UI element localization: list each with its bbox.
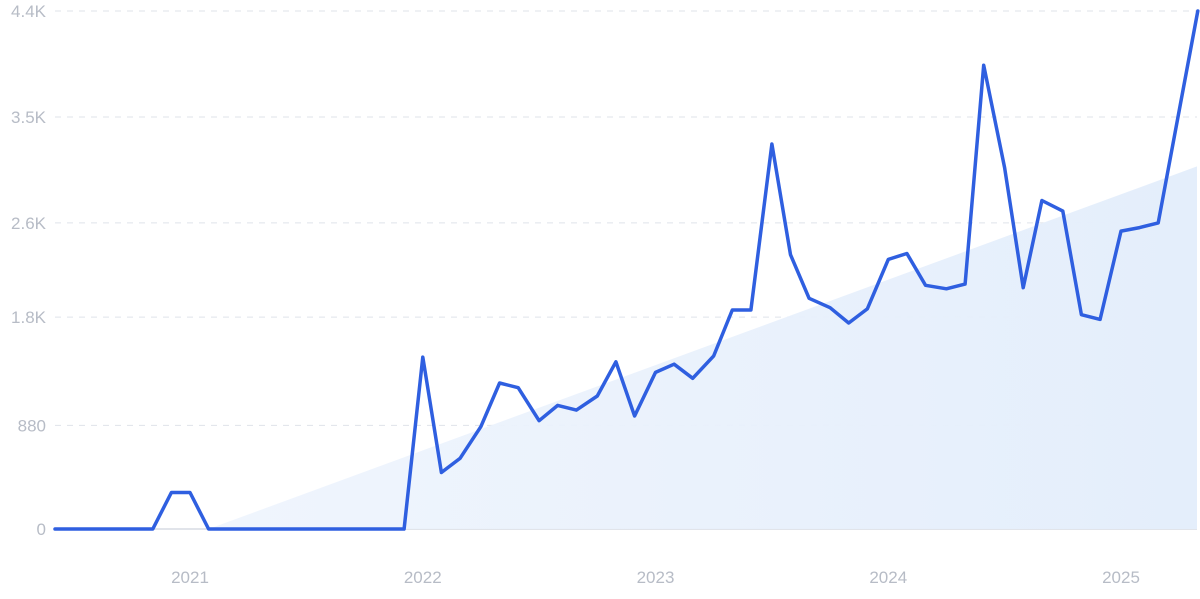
y-tick-label: 880 — [18, 416, 46, 435]
y-tick-label: 0 — [37, 520, 46, 539]
y-tick-label: 3.5K — [11, 108, 47, 127]
y-axis-tick-labels: 0 880 1.8K 2.6K 3.5K 4.4K — [11, 2, 47, 539]
x-tick-label: 2023 — [637, 568, 675, 587]
trend-area-fill — [208, 166, 1197, 529]
x-tick-label: 2025 — [1102, 568, 1140, 587]
y-tick-label: 4.4K — [11, 2, 47, 21]
x-tick-label: 2024 — [869, 568, 907, 587]
series-lines — [53, 9, 1200, 531]
y-tick-label: 1.8K — [11, 308, 47, 327]
x-tick-label: 2022 — [404, 568, 442, 587]
trend-area — [208, 166, 1197, 529]
y-tick-label: 2.6K — [11, 214, 47, 233]
series-line — [53, 9, 1200, 531]
x-tick-label: 2021 — [171, 568, 209, 587]
x-axis-tick-labels: 2021 2022 2023 2024 2025 — [171, 568, 1140, 587]
